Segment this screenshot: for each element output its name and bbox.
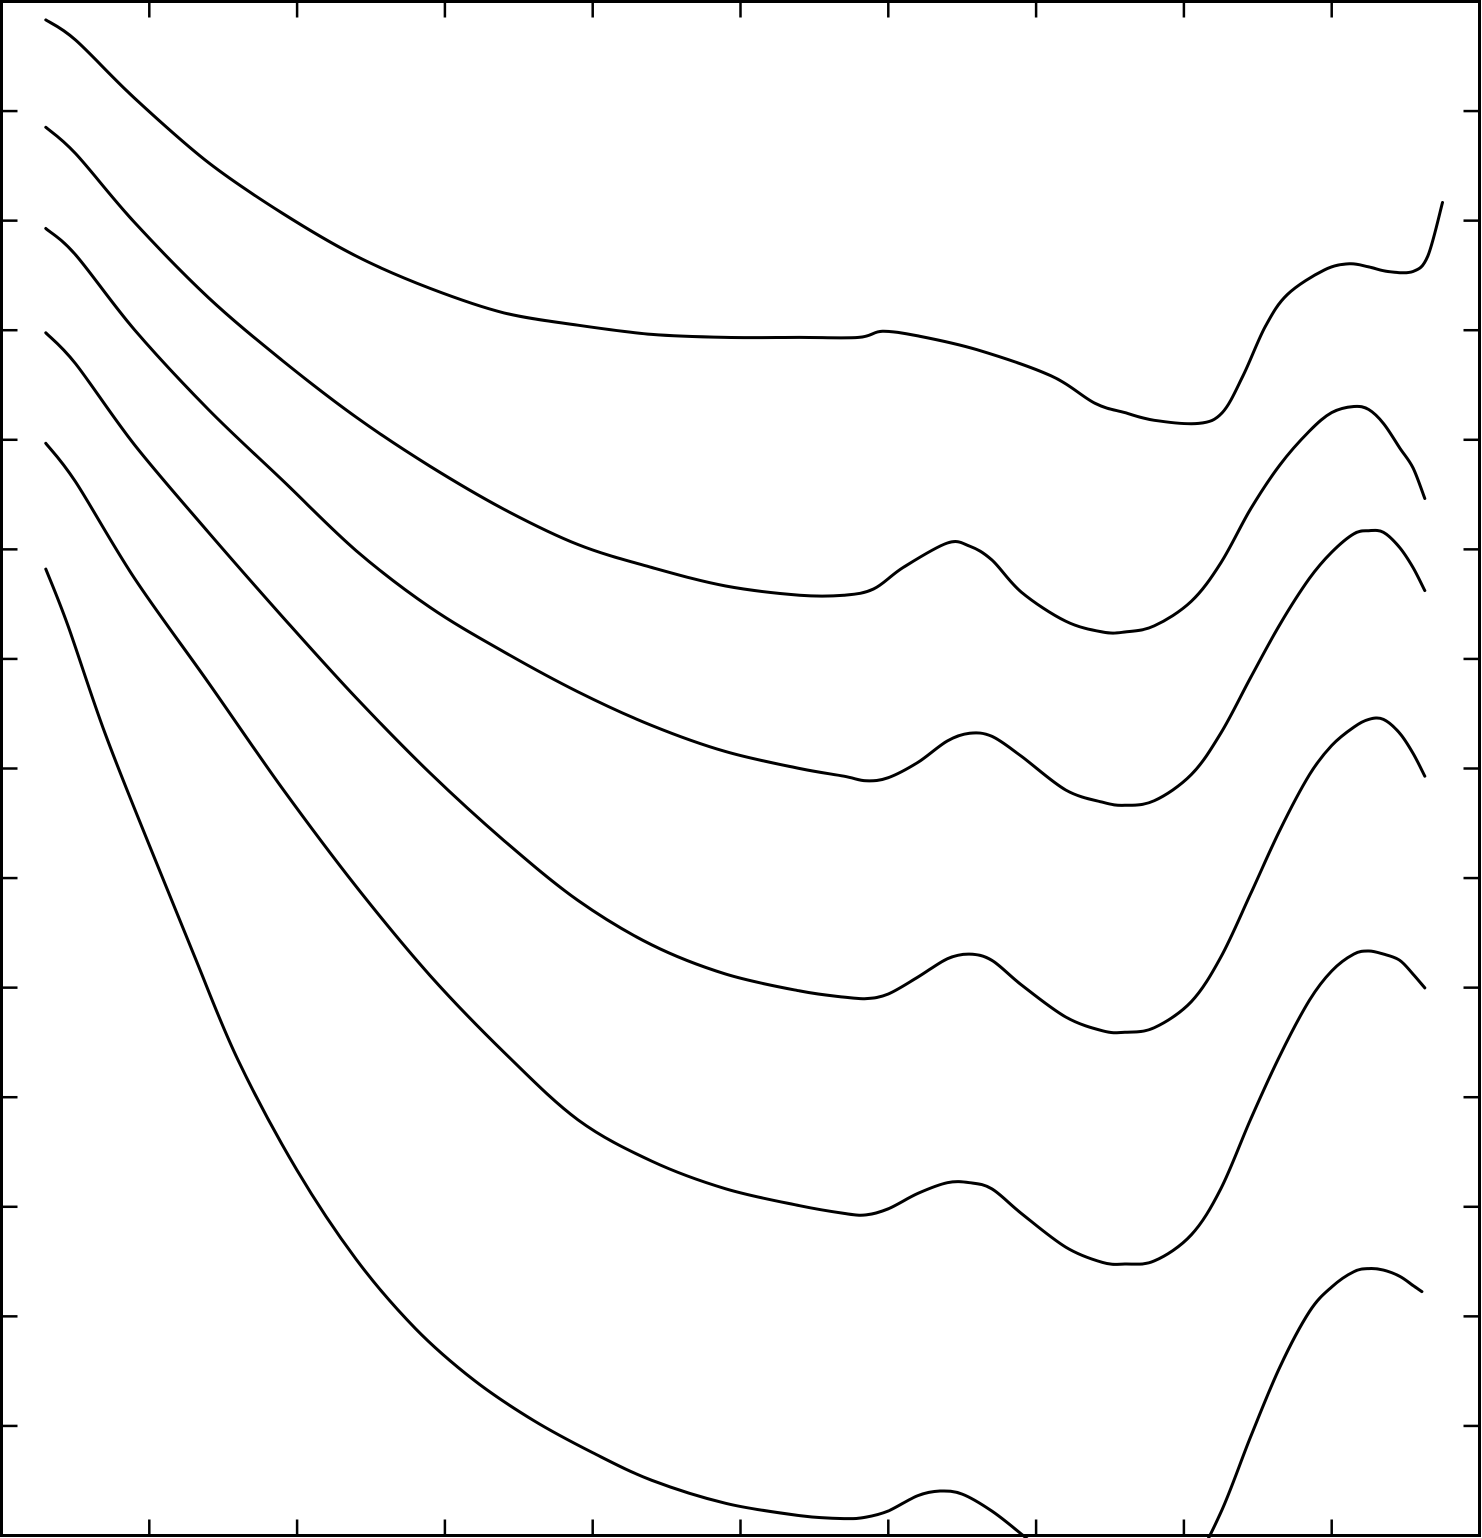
series-line-1 <box>44 18 1444 426</box>
series-line-2 <box>44 125 1427 635</box>
series-line-4 <box>44 331 1427 1035</box>
series-group <box>44 18 1444 1538</box>
series-line-6 <box>44 567 1424 1538</box>
series-line-3 <box>44 227 1427 807</box>
series-line-5 <box>44 441 1427 1266</box>
